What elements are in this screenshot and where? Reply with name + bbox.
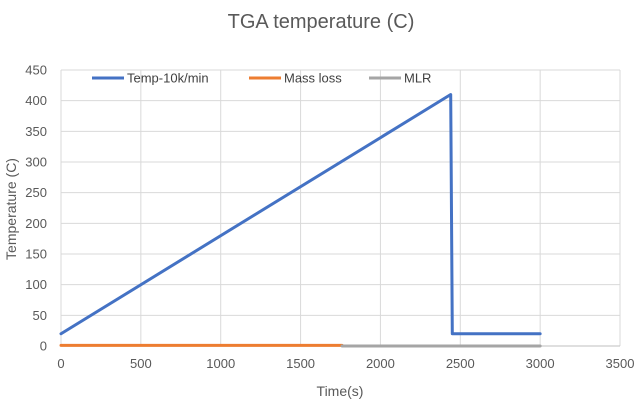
y-tick-label: 350 xyxy=(25,124,47,139)
y-tick-label: 0 xyxy=(40,339,47,354)
y-tick-label: 450 xyxy=(25,63,47,78)
legend: Temp-10k/min Mass loss MLR xyxy=(92,71,431,86)
y-tick-label: 400 xyxy=(25,93,47,108)
gridlines xyxy=(60,69,621,346)
y-tick-label: 100 xyxy=(25,277,47,292)
x-tick-label: 1000 xyxy=(206,356,235,371)
y-tick-label: 50 xyxy=(33,308,47,323)
x-tick-label: 2000 xyxy=(366,356,395,371)
plot-series xyxy=(59,93,542,348)
x-tick-label: 3500 xyxy=(606,356,635,371)
legend-label: MLR xyxy=(404,71,431,86)
y-tick-label: 300 xyxy=(25,155,47,170)
y-axis-title: Temperature (C) xyxy=(3,158,19,260)
x-tick-label: 2500 xyxy=(446,356,475,371)
y-tick-label: 150 xyxy=(25,247,47,262)
axes: 0 50 100 150 200 250 300 350 400 450 0 500 1000 1500 2… xyxy=(25,63,634,372)
x-tick-label: 500 xyxy=(130,356,152,371)
y-tick-label: 250 xyxy=(25,185,47,200)
y-tick-label: 200 xyxy=(25,216,47,231)
x-tick-label: 0 xyxy=(57,356,64,371)
x-axis-title: Time(s) xyxy=(317,383,364,399)
series-line-1 xyxy=(59,93,542,336)
x-tick-label: 3000 xyxy=(526,356,555,371)
x-tick-label: 1500 xyxy=(286,356,315,371)
legend-label: Mass loss xyxy=(284,71,342,86)
chart-title: TGA temperature (C) xyxy=(228,11,415,33)
legend-label: Temp-10k/min xyxy=(127,71,209,86)
